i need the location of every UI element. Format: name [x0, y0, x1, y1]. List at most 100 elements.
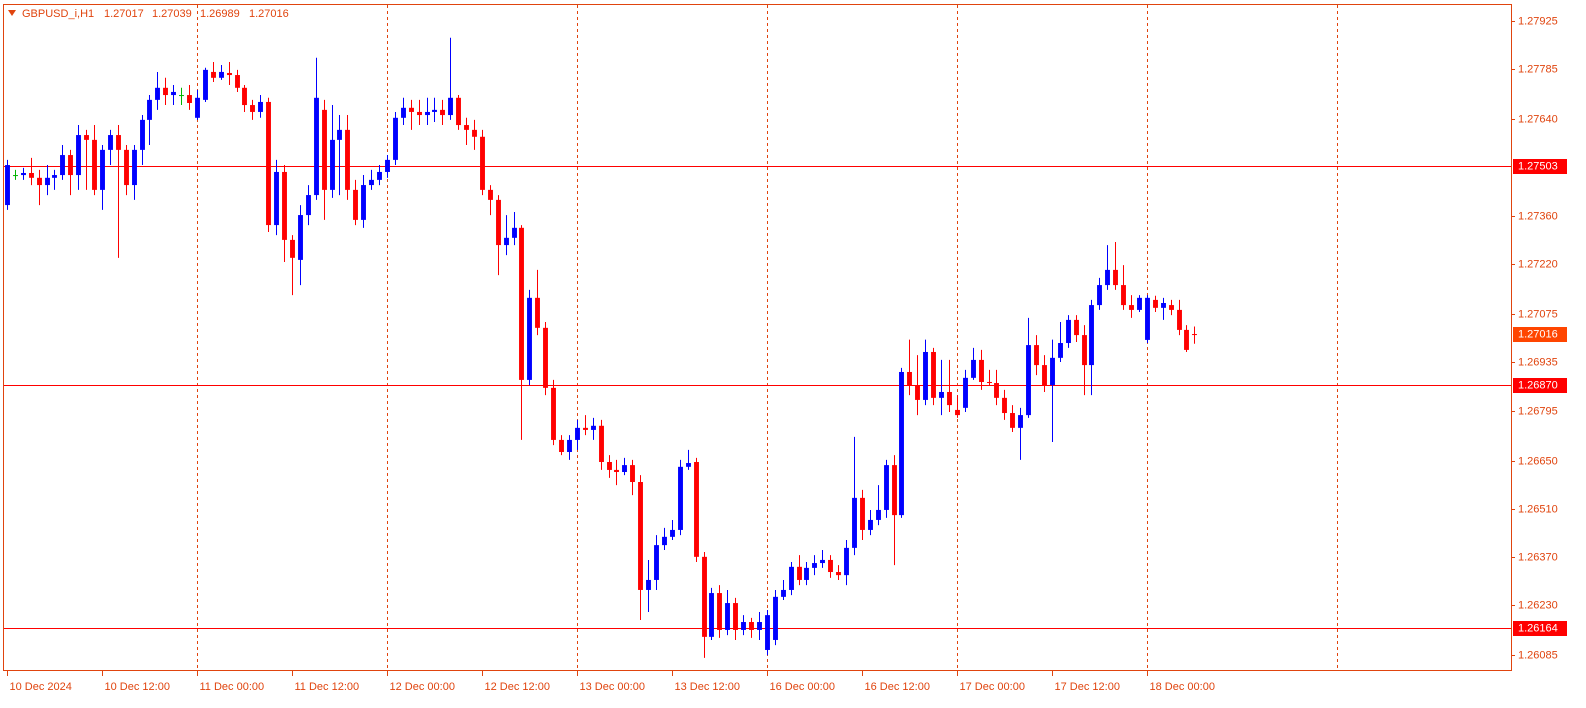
candle-body [1018, 415, 1023, 428]
candle-body [100, 149, 105, 190]
candle-body [757, 622, 762, 630]
x-tick-label: 16 Dec 00:00 [770, 681, 835, 693]
candle-body [638, 482, 643, 590]
candle-body [345, 129, 350, 190]
level-label-bg [1513, 159, 1567, 174]
candle-body [440, 109, 445, 116]
candle-body [211, 71, 216, 78]
y-tick-label: 1.27220 [1518, 258, 1558, 270]
x-tick-label: 17 Dec 00:00 [960, 681, 1025, 693]
candle-body [709, 593, 714, 637]
candle-body [52, 175, 57, 178]
candle-body [860, 497, 865, 530]
candle-body [488, 189, 493, 200]
y-tick-label: 1.26510 [1518, 503, 1558, 515]
candle-body [899, 371, 904, 516]
candle-body [733, 603, 738, 630]
candle-body [670, 529, 675, 537]
candle-body [543, 327, 548, 388]
candle-body [68, 155, 73, 176]
candle-body [844, 547, 849, 576]
title-high: 1.27039 [152, 8, 192, 20]
candle-body [765, 615, 770, 650]
x-tick-label: 13 Dec 12:00 [675, 681, 740, 693]
candle-body [385, 159, 390, 172]
candle-body [868, 519, 873, 530]
candle-body [219, 71, 224, 78]
candle-body [409, 107, 414, 112]
candle-body [1121, 285, 1126, 306]
candle-body [171, 91, 176, 96]
candle-body [789, 566, 794, 590]
candle-body [678, 466, 683, 530]
candle-body [432, 109, 437, 112]
candle-body [1002, 397, 1007, 414]
candle-body [1066, 319, 1071, 344]
candle-body [1177, 309, 1182, 330]
candle-body [21, 172, 26, 176]
candle-body [227, 72, 232, 76]
candle-body [401, 107, 406, 118]
candle-body [994, 383, 999, 398]
y-tick-label: 1.26085 [1518, 649, 1558, 661]
candle-body [717, 593, 722, 630]
x-tick-label: 10 Dec 12:00 [105, 681, 170, 693]
candle-body [836, 572, 841, 576]
candle-body [1097, 285, 1102, 306]
candle-body [1161, 303, 1166, 308]
x-tick-label: 16 Dec 12:00 [865, 681, 930, 693]
candle-body [353, 189, 358, 220]
candle-body [1137, 297, 1142, 310]
candle-body [5, 165, 10, 206]
candle-body [76, 135, 81, 176]
candle-body [140, 119, 145, 150]
candle-body [519, 227, 524, 380]
candle-body [45, 177, 50, 186]
candle-body [1153, 299, 1158, 308]
candle-body [1026, 345, 1031, 416]
title-arrow [8, 10, 16, 16]
candle-body [987, 381, 992, 384]
candle-body [1010, 413, 1015, 428]
candle-body [361, 185, 366, 220]
candle-body [749, 622, 754, 630]
candle-body [195, 97, 200, 118]
x-tick-label: 18 Dec 00:00 [1150, 681, 1215, 693]
candle-body [163, 87, 168, 96]
candle-body [504, 237, 509, 246]
candle-body [820, 559, 825, 564]
candle-body [892, 465, 897, 516]
candle-body [694, 462, 699, 557]
candle-body [108, 135, 113, 150]
price-label: 1.27016 [1518, 328, 1558, 340]
candle-body [622, 465, 627, 473]
candle-body [614, 469, 619, 473]
candle-body [393, 117, 398, 160]
candle-body [448, 97, 453, 116]
candle-body [1129, 305, 1134, 310]
candle-body [37, 177, 42, 186]
y-tick-label: 1.26370 [1518, 551, 1558, 563]
x-tick-label: 17 Dec 12:00 [1055, 681, 1120, 693]
candle-body [915, 385, 920, 400]
candle-body [828, 559, 833, 573]
candle-body [512, 227, 517, 238]
x-tick-label: 12 Dec 00:00 [390, 681, 455, 693]
candle-body [583, 427, 588, 430]
candle-body [884, 465, 889, 510]
y-tick-label: 1.27360 [1518, 210, 1558, 222]
y-tick-label: 1.27785 [1518, 63, 1558, 75]
candle-body [630, 465, 635, 483]
title-open: 1.27017 [104, 8, 144, 20]
x-tick-label: 12 Dec 12:00 [485, 681, 550, 693]
candle-body [947, 391, 952, 406]
candle-body [812, 563, 817, 568]
candle-body [646, 579, 651, 590]
candle-body [92, 139, 97, 190]
y-tick-label: 1.26935 [1518, 356, 1558, 368]
candle-body [282, 171, 287, 240]
y-tick-label: 1.27640 [1518, 113, 1558, 125]
candle-body [1058, 343, 1063, 358]
